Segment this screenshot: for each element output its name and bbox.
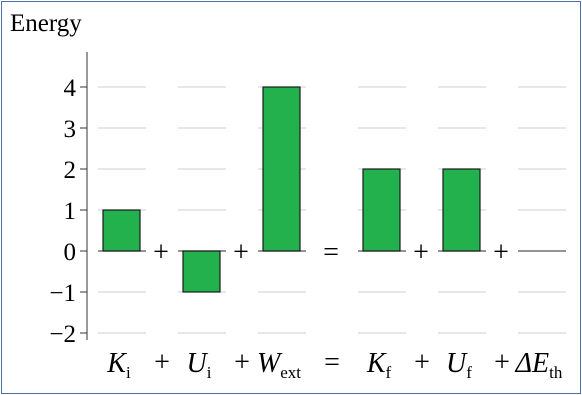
operator-symbol: = [323,237,339,268]
x-operator: + [494,347,510,378]
bar-u-i [182,250,221,293]
y-tick-label: 2 [64,157,77,184]
bar-w-ext [262,86,301,252]
x-label: Kf [366,348,392,382]
x-label: Ui [187,348,212,382]
x-label: Wext [257,348,301,382]
y-tick-label: −1 [49,280,76,307]
x-label: Ki [106,348,131,382]
y-tick-label: 0 [64,239,77,266]
y-tick-label: 1 [64,198,77,225]
operator-symbol: + [153,237,169,268]
operator-symbol: + [413,237,429,268]
y-tick-label: −2 [49,321,76,348]
operator-symbol: + [493,237,509,268]
y-ticks: 4 3 2 1 0 −1 −2 [49,75,87,348]
grid-lines [98,86,566,334]
operator-symbol: + [233,237,249,268]
x-operator: + [154,347,170,378]
bar-u-f [442,168,481,252]
y-tick-label: 3 [64,116,77,143]
x-label: ΔEth [515,348,563,382]
bar-k-f [362,168,401,252]
x-labels: Ki Ui Wext Kf Uf ΔEth+ + = + + [106,347,563,382]
chart-title: Energy [10,10,82,37]
operators: + + = + + [153,237,509,268]
x-operator: = [324,347,340,378]
y-tick-label: 4 [64,75,77,102]
x-label: Uf [446,348,472,382]
x-operator: + [234,347,250,378]
bars [102,86,481,293]
bar-k-i [102,209,141,252]
x-operator: + [414,347,430,378]
